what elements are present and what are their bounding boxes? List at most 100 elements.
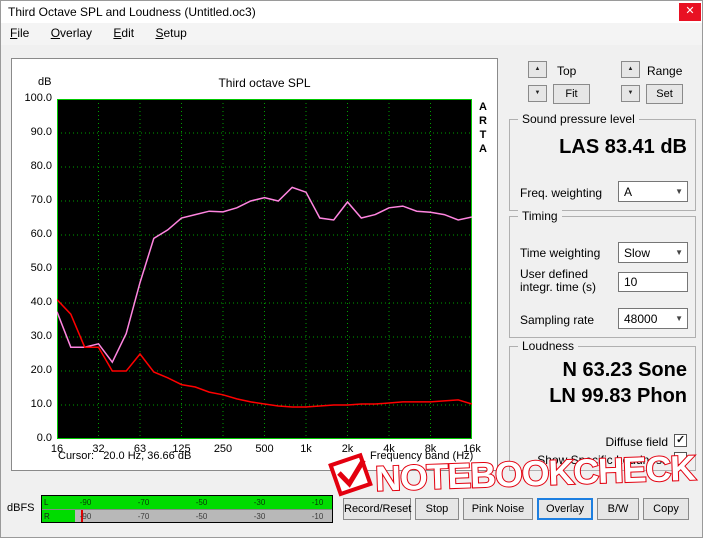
integr-time-input[interactable]: [618, 272, 688, 292]
meter-channel-left: L -90 -70 -50 -30 -10: [42, 496, 332, 509]
plot-frame: [57, 99, 472, 439]
overlay-button[interactable]: Overlay: [537, 498, 593, 520]
cursor-readout: Cursor: 20.0 Hz, 36.66 dB: [58, 450, 192, 462]
dbfs-label: dBFS: [7, 502, 35, 514]
x-tick-label: 16: [50, 443, 64, 455]
show-specific-loudness-checkbox[interactable]: [674, 452, 687, 465]
group-sound-pressure-level: Sound pressure level LAS 83.41 dB Freq. …: [509, 112, 696, 211]
show-specific-loudness-label: Show Specific Loudness: [537, 453, 668, 467]
meter-tick-label: -90: [79, 512, 92, 521]
window-title: Third Octave SPL and Loudness (Untitled.…: [8, 5, 256, 19]
y-tick-label: 70.0: [30, 194, 52, 206]
top-label: Top: [557, 64, 577, 78]
x-tick-label: 16k: [463, 443, 481, 455]
menu-item-overlay[interactable]: Overlay: [50, 26, 93, 40]
time-weighting-select[interactable]: Slow ▼: [618, 242, 688, 263]
group-loudness: Loudness N 63.23 Sone LN 99.83 Phon Diff…: [509, 339, 696, 471]
range-increase-button[interactable]: ▲: [621, 61, 640, 78]
arta-letter: R: [479, 115, 487, 127]
spl-plot-area[interactable]: [57, 99, 472, 439]
meter-tick-label: -30: [253, 498, 266, 507]
arta-letter: A: [479, 143, 487, 155]
time-weighting-label: Time weighting: [520, 246, 601, 260]
integr-time-label-line2: integr. time (s): [520, 280, 597, 294]
arta-letter: A: [479, 101, 487, 113]
y-tick-label: 60.0: [30, 228, 52, 240]
y-tick-label: 40.0: [30, 296, 52, 308]
integr-time-label-line1: User defined: [520, 267, 589, 281]
x-tick-label: 250: [213, 443, 233, 455]
y-tick-label: 80.0: [30, 160, 52, 172]
spl-value: LAS 83.41 dB: [559, 136, 687, 158]
arta-letter: T: [479, 129, 487, 141]
set-button[interactable]: Set: [646, 84, 683, 104]
series-noise-floor-red: [57, 299, 472, 408]
y-tick-label: 20.0: [30, 364, 52, 376]
x-tick-label: 4k: [383, 443, 395, 455]
chart-panel: dB Third octave SPL 100.0 90.0 80.0 70.0 60.…: [11, 58, 498, 471]
y-tick-label: 10.0: [30, 398, 52, 410]
x-tick-label: 500: [255, 443, 274, 455]
bw-button[interactable]: B/W: [597, 498, 639, 520]
copy-button[interactable]: Copy: [643, 498, 689, 520]
close-button[interactable]: ✕: [679, 3, 701, 21]
level-meter: L -90 -70 -50 -30 -10 R -90 -70 -50 -30 -10: [41, 495, 333, 523]
x-tick-label: 125: [172, 443, 191, 455]
x-tick-label: 8k: [424, 443, 437, 455]
down-arrow-icon: ▼: [627, 90, 634, 96]
range-decrease-button[interactable]: ▼: [621, 85, 640, 102]
chart-title: Third octave SPL: [218, 76, 311, 90]
meter-tick-label: -50: [195, 512, 208, 521]
range-label: Range: [647, 64, 683, 78]
meter-fill-right: [42, 510, 76, 522]
channel-left-label: L: [44, 498, 49, 507]
peak-hold-marker: [81, 510, 84, 522]
meter-fill-left: [42, 496, 332, 509]
check-icon: ✓: [676, 434, 686, 446]
sampling-rate-select[interactable]: 48000 ▼: [618, 308, 688, 329]
meter-tick-label: -50: [195, 498, 208, 507]
x-tick-label: 63: [133, 443, 147, 455]
y-tick-label: 100.0: [24, 92, 52, 104]
group-title: Loudness: [518, 339, 579, 353]
diffuse-field-label: Diffuse field: [605, 435, 668, 449]
menu-item-setup[interactable]: Setup: [155, 26, 187, 40]
chevron-down-icon: ▼: [675, 248, 683, 257]
series-current-spl-magenta: [57, 186, 472, 364]
record-reset-button[interactable]: Record/Reset: [343, 498, 411, 520]
meter-tick-label: -10: [311, 498, 324, 507]
x-axis-label: Frequency band (Hz): [370, 450, 474, 462]
sampling-rate-label: Sampling rate: [520, 313, 595, 327]
menu-item-edit[interactable]: Edit: [113, 26, 135, 40]
top-decrease-button[interactable]: ▼: [528, 85, 547, 102]
top-increase-button[interactable]: ▲: [528, 61, 547, 78]
meter-tick-label: -70: [137, 498, 150, 507]
x-tick-label: 2k: [341, 443, 354, 455]
freq-weighting-value: A: [624, 185, 633, 199]
pink-noise-button[interactable]: Pink Noise: [463, 498, 533, 520]
chevron-down-icon: ▼: [675, 314, 683, 323]
group-title: Sound pressure level: [518, 112, 639, 126]
x-tick-label: 1k: [300, 443, 312, 455]
menu-item-file[interactable]: File: [10, 26, 30, 40]
y-tick-label: 0.0: [36, 432, 52, 444]
y-axis-unit-label: dB: [38, 76, 52, 88]
loudness-ln-value: LN 99.83 Phon: [549, 385, 687, 407]
meter-tick-label: -10: [311, 512, 324, 521]
down-arrow-icon: ▼: [534, 90, 541, 96]
diffuse-field-checkbox[interactable]: ✓: [674, 434, 687, 447]
stop-button[interactable]: Stop: [415, 498, 459, 520]
meter-tick-label: -30: [253, 512, 266, 521]
freq-weighting-select[interactable]: A ▼: [618, 181, 688, 202]
up-arrow-icon: ▲: [534, 66, 541, 72]
fit-button[interactable]: Fit: [553, 84, 590, 104]
time-weighting-value: Slow: [624, 246, 651, 260]
meter-tick-label: -90: [79, 498, 92, 507]
sampling-rate-value: 48000: [624, 312, 658, 326]
channel-right-label: R: [44, 512, 50, 521]
y-tick-label: 90.0: [30, 126, 52, 138]
x-tick-label: 32: [92, 443, 105, 455]
freq-weighting-label: Freq. weighting: [520, 186, 603, 200]
menu-bar: File Overlay Edit Setup: [1, 23, 702, 45]
